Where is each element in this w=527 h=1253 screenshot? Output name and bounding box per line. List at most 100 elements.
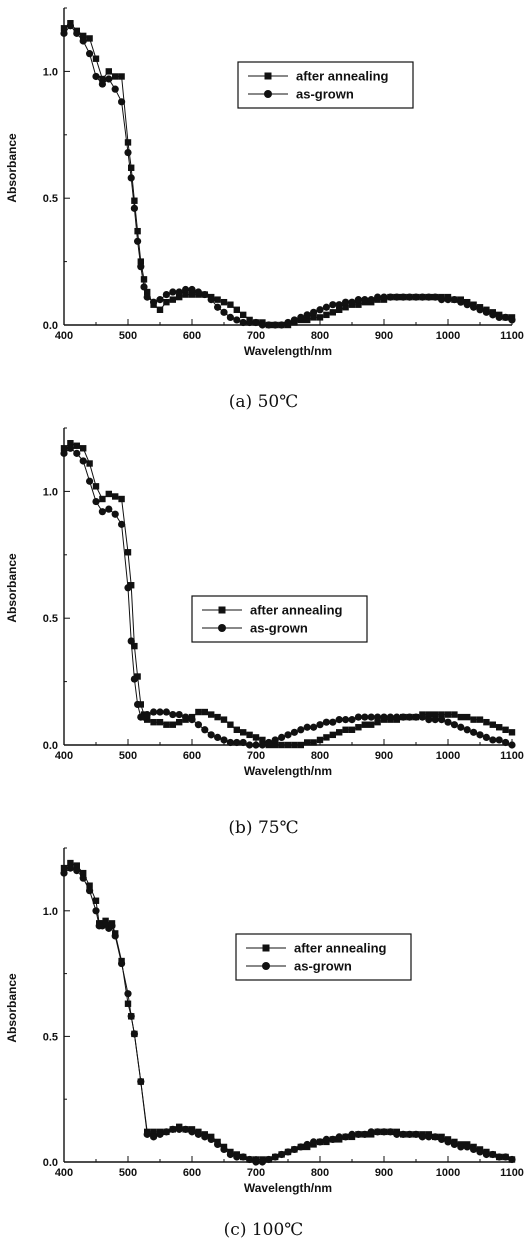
legend-circle-marker: [262, 962, 270, 970]
data-point-after-annealing: [355, 301, 362, 308]
caption-a: (a) 50℃: [228, 392, 299, 412]
data-point-as-grown: [425, 716, 433, 724]
data-point-as-grown: [252, 318, 260, 327]
data-point-as-grown: [406, 293, 414, 301]
data-point-as-grown: [118, 959, 126, 968]
data-point-as-grown: [310, 723, 318, 731]
data-point-as-grown: [214, 1140, 222, 1149]
data-point-as-grown: [239, 738, 247, 747]
data-point-after-annealing: [169, 721, 176, 728]
data-point-as-grown: [418, 1133, 426, 1141]
data-point-as-grown: [297, 313, 305, 321]
data-point-as-grown: [220, 1145, 228, 1154]
data-point-as-grown: [127, 174, 135, 182]
data-point-as-grown: [399, 713, 407, 721]
x-tick-label: 1100: [500, 750, 524, 762]
data-point-as-grown: [169, 1125, 177, 1133]
data-point-as-grown: [258, 741, 266, 749]
data-point-as-grown: [284, 731, 292, 739]
data-point-after-annealing: [124, 1000, 132, 1007]
data-point-as-grown: [412, 1130, 420, 1138]
data-point-as-grown: [342, 716, 350, 724]
data-point-as-grown: [265, 321, 273, 329]
y-tick-label: 0.5: [43, 193, 58, 205]
data-point-as-grown: [354, 713, 362, 721]
data-point-as-grown: [322, 1135, 330, 1143]
data-point-as-grown: [118, 98, 126, 106]
data-point-as-grown: [482, 1150, 490, 1159]
data-point-after-annealing: [310, 314, 317, 321]
data-point-as-grown: [182, 1125, 190, 1133]
y-tick-label: 1.0: [43, 66, 58, 78]
data-point-as-grown: [489, 1150, 497, 1159]
data-point-after-annealing: [310, 739, 317, 746]
data-point-as-grown: [329, 718, 337, 726]
data-point-after-annealing: [176, 718, 183, 726]
data-point-as-grown: [201, 290, 209, 299]
data-point-as-grown: [207, 731, 215, 739]
data-point-after-annealing: [86, 35, 93, 42]
y-tick-label: 0.0: [43, 740, 58, 752]
data-point-after-annealing: [99, 75, 106, 83]
data-point-after-annealing: [444, 711, 452, 718]
data-point-as-grown: [438, 1135, 446, 1143]
data-point-as-grown: [354, 1130, 362, 1138]
data-point-as-grown: [98, 80, 106, 88]
data-point-as-grown: [207, 296, 215, 304]
data-point-as-grown: [367, 296, 375, 304]
data-point-as-grown: [246, 318, 254, 327]
data-point-as-grown: [380, 293, 388, 301]
data-point-as-grown: [386, 293, 394, 301]
data-point-as-grown: [342, 298, 350, 306]
data-point-as-grown: [425, 1133, 433, 1141]
data-point-after-annealing: [502, 726, 509, 733]
data-point-as-grown: [508, 741, 516, 749]
data-point-as-grown: [470, 303, 478, 311]
data-point-after-annealing: [240, 311, 247, 319]
data-point-as-grown: [431, 1133, 439, 1141]
data-point-as-grown: [194, 1130, 202, 1138]
x-tick-label: 1000: [436, 1167, 460, 1179]
data-point-as-grown: [476, 731, 484, 739]
data-point-as-grown: [188, 1128, 196, 1136]
data-point-after-annealing: [73, 862, 80, 869]
data-point-as-grown: [444, 718, 452, 726]
data-point-after-annealing: [457, 713, 464, 721]
data-point-as-grown: [105, 505, 113, 513]
x-axis-label: Wavelength/nm: [244, 1181, 332, 1195]
data-point-after-annealing: [134, 673, 141, 680]
data-point-after-annealing: [489, 721, 496, 728]
data-point-after-annealing: [220, 298, 228, 306]
data-point-as-grown: [399, 1130, 407, 1138]
data-point-as-grown: [111, 510, 119, 518]
data-point-after-annealing: [451, 711, 458, 718]
legend-circle-marker: [264, 90, 272, 98]
data-point-as-grown: [367, 713, 375, 721]
data-point-as-grown: [508, 316, 516, 324]
data-point-as-grown: [220, 736, 228, 744]
data-point-as-grown: [207, 1135, 215, 1143]
data-point-as-grown: [508, 1155, 516, 1164]
data-point-as-grown: [73, 867, 81, 875]
data-point-as-grown: [271, 321, 279, 329]
data-point-after-annealing: [105, 490, 112, 498]
data-point-as-grown: [86, 50, 94, 58]
data-point-after-annealing: [246, 731, 253, 739]
data-point-as-grown: [393, 1130, 401, 1138]
data-point-after-annealing: [432, 711, 439, 718]
data-point-as-grown: [111, 85, 119, 93]
data-point-as-grown: [303, 1140, 311, 1149]
legend-box: [235, 933, 412, 981]
data-point-as-grown: [463, 301, 471, 309]
data-point-as-grown: [335, 301, 343, 309]
data-point-as-grown: [316, 1138, 324, 1146]
data-point-as-grown: [374, 1128, 382, 1136]
data-point-after-annealing: [67, 440, 74, 447]
data-point-as-grown: [201, 726, 209, 734]
data-point-as-grown: [502, 738, 510, 747]
data-point-as-grown: [399, 293, 407, 301]
data-point-after-annealing: [464, 713, 471, 721]
y-tick-label: 0.0: [43, 1157, 58, 1169]
data-point-as-grown: [354, 296, 362, 304]
data-point-as-grown: [150, 708, 158, 716]
